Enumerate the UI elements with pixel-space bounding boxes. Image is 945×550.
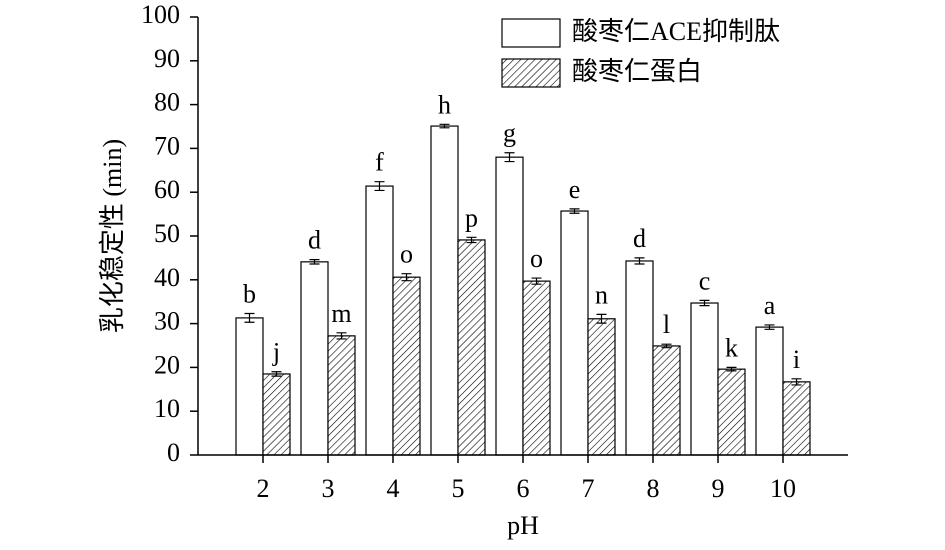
significance-label: p: [465, 203, 478, 232]
significance-label: c: [699, 266, 711, 295]
error-bar: [336, 332, 347, 340]
bar: [690, 302, 719, 456]
error-bar: [466, 236, 477, 244]
significance-label: g: [503, 119, 516, 148]
error-bar: [531, 277, 542, 285]
error-bar: [569, 208, 580, 214]
y-tick-label: 80: [154, 88, 180, 117]
legend-label: 酸枣仁蛋白: [572, 57, 702, 86]
x-tick-label: 5: [452, 474, 465, 503]
y-tick-label: 90: [154, 44, 180, 73]
bar: [300, 261, 329, 456]
bar: [457, 239, 486, 456]
y-tick-label: 30: [154, 307, 180, 336]
x-tick-label: 8: [647, 474, 660, 503]
significance-label: e: [569, 175, 581, 204]
error-bar: [374, 181, 385, 192]
significance-label: b: [243, 279, 256, 308]
y-tick-label: 40: [154, 263, 180, 292]
significance-label: m: [331, 299, 351, 328]
bar: [755, 326, 784, 456]
y-tick-label: 20: [154, 350, 180, 379]
error-bar: [401, 273, 412, 282]
y-axis-label: 乳化稳定性 (min): [98, 139, 127, 333]
y-tick-label: 100: [141, 0, 180, 29]
significance-label: d: [633, 224, 646, 253]
bar: [625, 260, 654, 456]
error-bar: [504, 152, 515, 163]
y-tick-label: 60: [154, 175, 180, 204]
y-tick-label: 70: [154, 131, 180, 160]
significance-label: o: [530, 244, 543, 273]
x-tick-label: 2: [257, 474, 270, 503]
x-axis-label: pH: [507, 511, 539, 540]
legend-swatch: [501, 58, 561, 88]
x-tick-label: 4: [387, 474, 400, 503]
bar: [262, 373, 291, 456]
error-bar: [726, 366, 737, 372]
significance-label: k: [725, 333, 738, 362]
significance-label: i: [793, 345, 800, 374]
significance-label: l: [663, 310, 670, 339]
bar: [392, 276, 421, 456]
error-bar: [309, 259, 320, 265]
x-tick-label: 10: [770, 474, 796, 503]
bar: [587, 318, 616, 456]
significance-label: n: [595, 280, 608, 309]
bar: [522, 280, 551, 456]
bar: [782, 381, 811, 456]
error-bar: [271, 371, 282, 377]
legend-swatch: [501, 18, 561, 48]
error-bar: [634, 257, 645, 265]
error-bar: [439, 123, 450, 129]
significance-label: a: [764, 291, 776, 320]
significance-label: d: [308, 226, 321, 255]
error-bar: [791, 378, 802, 386]
significance-label: f: [375, 148, 384, 177]
x-tick-label: 6: [517, 474, 530, 503]
error-bar: [764, 324, 775, 330]
y-tick-label: 0: [167, 438, 180, 467]
error-bar: [699, 299, 710, 307]
bar: [560, 210, 589, 456]
error-bar: [244, 312, 255, 323]
bar: [327, 335, 356, 456]
bar: [235, 317, 264, 456]
error-bar: [661, 343, 672, 349]
bar: [365, 185, 394, 456]
significance-label: j: [272, 338, 280, 367]
x-tick-label: 9: [712, 474, 725, 503]
y-tick-label: 50: [154, 219, 180, 248]
bar: [495, 156, 524, 456]
significance-label: h: [438, 90, 451, 119]
y-tick-label: 10: [154, 394, 180, 423]
bar: [430, 125, 459, 456]
bar: [652, 345, 681, 456]
significance-label: o: [400, 240, 413, 269]
legend-label: 酸枣仁ACE抑制肽: [572, 17, 780, 46]
x-tick-label: 7: [582, 474, 595, 503]
x-tick-label: 3: [322, 474, 335, 503]
error-bar: [596, 313, 607, 324]
bar: [717, 368, 746, 456]
